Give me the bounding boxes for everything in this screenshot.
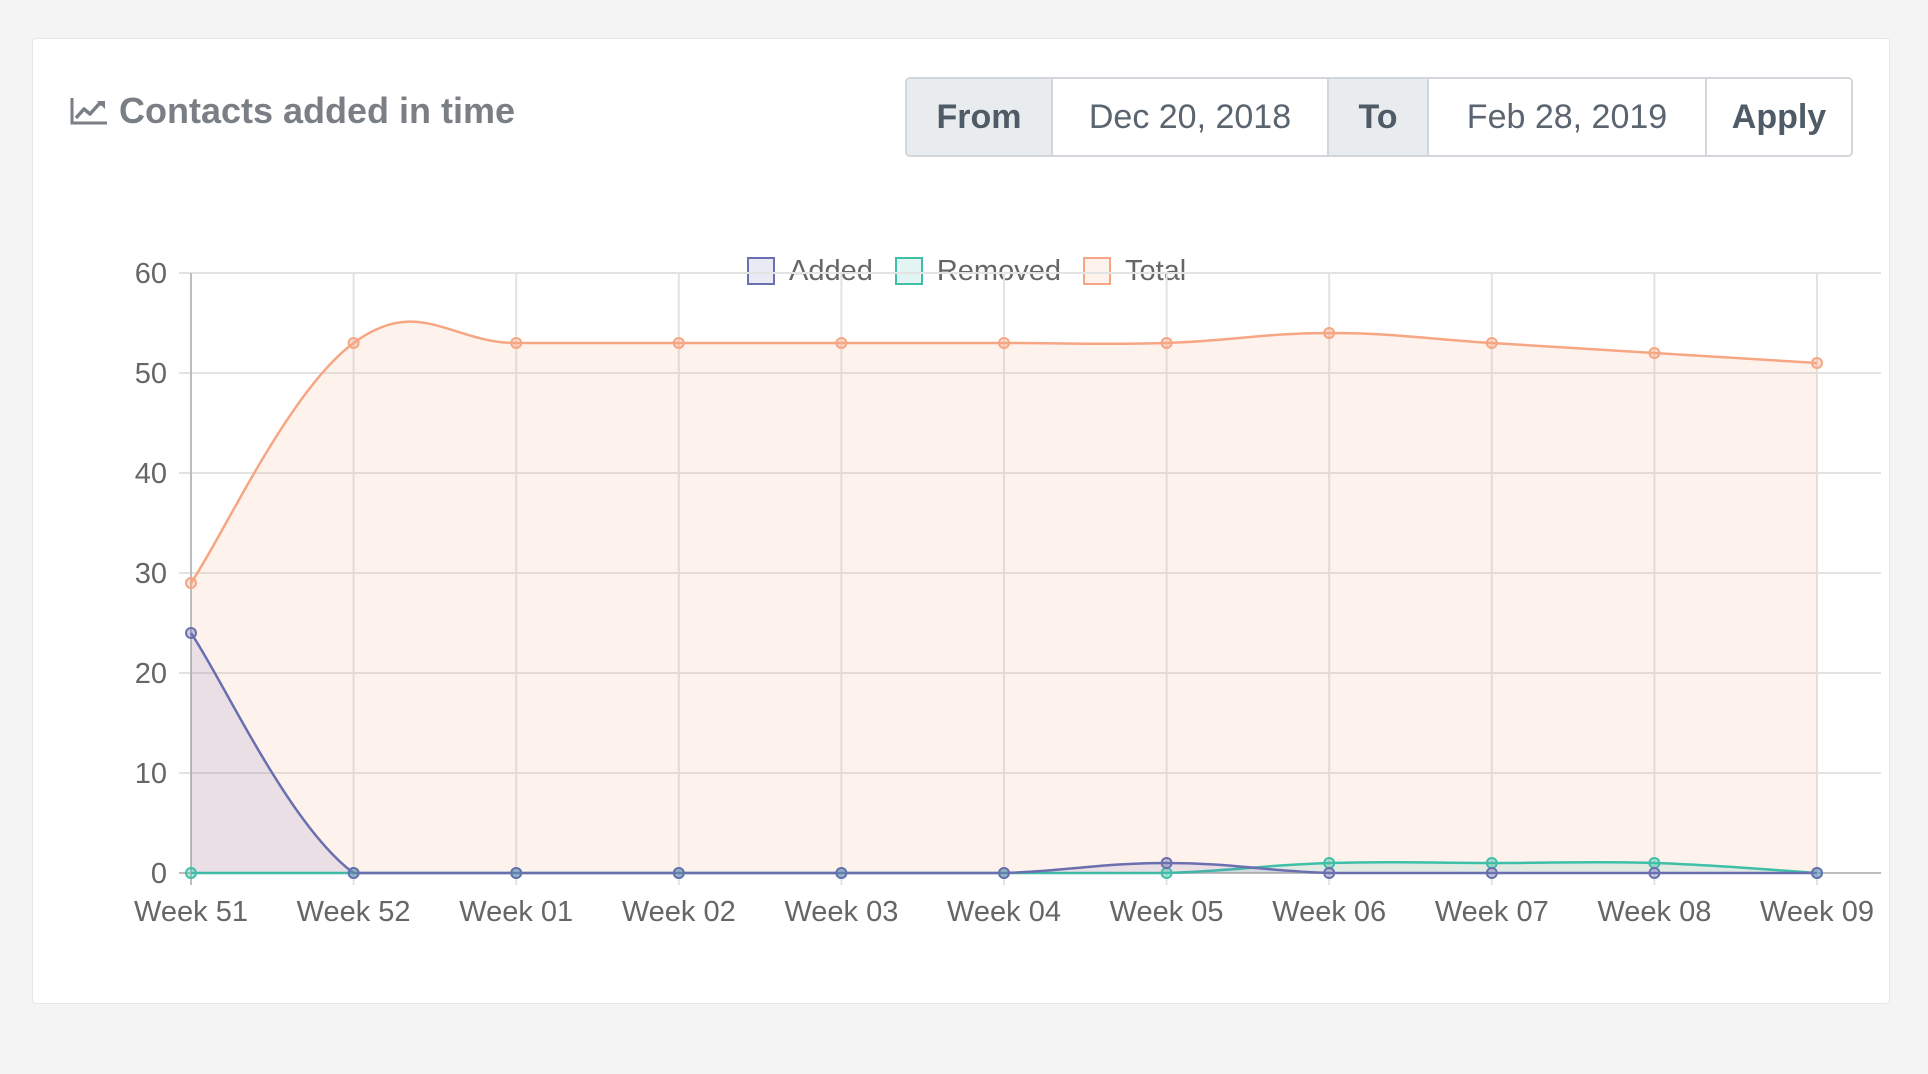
data-point-total [1811,357,1823,369]
data-point-total [998,337,1010,349]
from-date-input[interactable] [1053,79,1327,155]
data-point-total [672,337,685,349]
apply-button[interactable]: Apply [1705,79,1851,155]
x-tick-label: Week 09 [1760,896,1874,928]
legend-label-total: Total [1124,254,1187,287]
x-tick-label: Week 04 [947,896,1061,928]
legend-item-added[interactable]: Added [747,255,873,288]
data-point-total [1485,337,1498,349]
card-title: Contacts added in time [69,89,515,133]
series-line-added [189,632,1817,875]
data-point-total [347,337,360,349]
line-chart-icon [69,96,109,126]
data-point-total [1323,327,1336,339]
legend-item-removed[interactable]: Removed [894,254,1061,288]
data-point-added [1160,857,1173,869]
y-tick-label: 40 [135,458,167,490]
date-range-picker: From To Apply [905,77,1853,157]
x-tick-label: Week 02 [622,896,736,928]
x-tick-label: Week 01 [459,896,573,928]
x-tick-label: Week 51 [134,896,248,928]
to-date-input[interactable] [1429,79,1705,155]
data-point-total [1648,347,1661,359]
legend-item-total[interactable]: Total [1082,254,1187,288]
line-chart: 0 10 20 30 40 50 60 Week 51 Week 52 Week 01 Week 0… [134,258,1881,928]
x-tick-label: Week 05 [1110,896,1224,928]
y-tick-label: 60 [135,258,167,290]
data-point-total [835,337,848,349]
data-point-added [835,867,848,879]
series-area-total [191,321,1817,874]
series-line-total [189,320,1818,584]
legend-swatch-added [747,257,775,285]
card-title-text: Contacts added in time [119,90,516,131]
data-point-removed [1160,867,1173,879]
y-tick-label: 20 [135,658,167,690]
data-point-removed [185,867,197,879]
data-point-added [1648,867,1661,879]
contacts-chart-card: Contacts added in time From To Apply Add… [32,38,1890,1004]
y-tick-label: 30 [135,558,167,590]
y-tick-label: 10 [135,758,167,790]
legend-swatch-removed [894,257,923,285]
data-point-added [1485,867,1498,879]
data-point-total [510,337,523,349]
data-point-total [185,577,197,589]
data-point-added [1323,867,1336,879]
data-point-removed [1323,857,1336,869]
data-point-added [1811,867,1823,879]
legend-label-added: Added [789,254,873,287]
chart-legend: Added Removed Total [747,251,1186,291]
to-label: To [1327,79,1429,155]
data-point-added [672,867,685,879]
legend-label-removed: Removed [936,254,1061,287]
x-tick-label: Week 07 [1435,896,1549,928]
data-point-added [185,627,197,639]
from-label: From [907,79,1053,155]
x-tick-label: Week 06 [1272,896,1386,928]
x-tick-label: Week 52 [297,896,411,928]
data-point-total [1160,337,1173,349]
data-point-added [510,867,523,879]
x-tick-label: Week 08 [1597,896,1711,928]
y-tick-label: 50 [135,358,167,390]
data-point-removed [1648,857,1661,869]
y-tick-label: 0 [151,858,167,890]
data-point-removed [1485,857,1498,869]
x-tick-label: Week 03 [784,896,898,928]
series-area-removed [191,862,1817,873]
data-point-added [998,867,1010,879]
data-point-added [347,867,360,879]
legend-swatch-total [1082,257,1111,285]
